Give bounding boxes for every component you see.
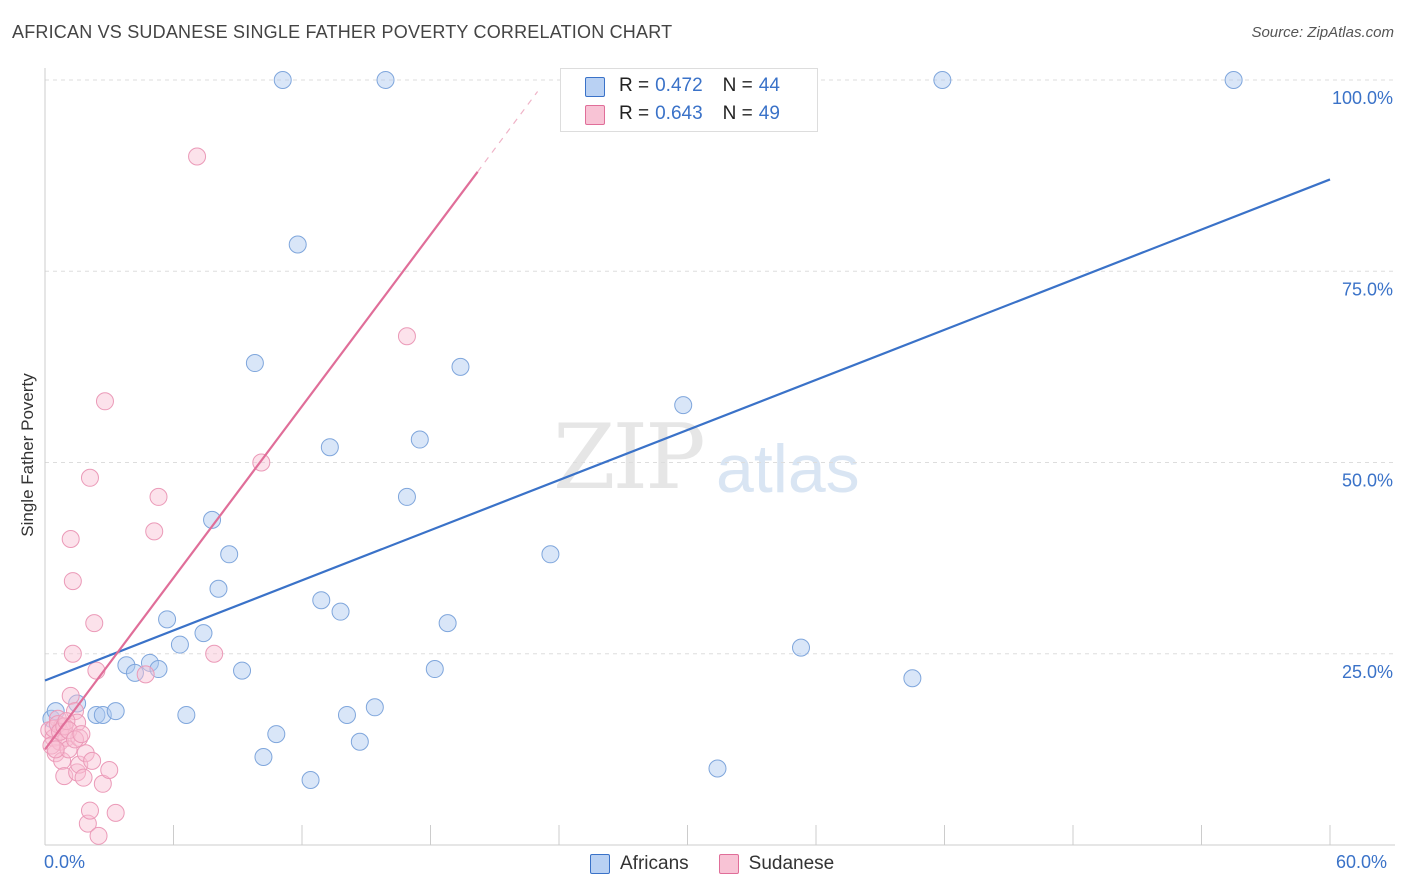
- sudanese-point: [149, 487, 168, 506]
- sudanese-point: [46, 740, 65, 759]
- sudanese-point: [145, 522, 164, 541]
- sudanese-point: [61, 530, 80, 548]
- africans-point: [320, 438, 339, 457]
- sudanese-point: [100, 761, 119, 780]
- legend-label-africans: Africans: [620, 853, 689, 874]
- africans-swatch: [585, 77, 605, 97]
- r-value-africans: 0.472: [655, 75, 703, 96]
- legend: Africans Sudanese: [590, 852, 864, 876]
- x-tick-min: 0.0%: [44, 852, 86, 872]
- sudanese-point: [80, 801, 99, 820]
- source-label: Source: ZipAtlas.com: [1251, 24, 1394, 41]
- sudanese-point: [74, 768, 93, 787]
- n-value-africans: 44: [758, 75, 780, 96]
- sudanese-point: [397, 327, 416, 346]
- africans-point: [410, 430, 429, 449]
- africans-point: [194, 624, 213, 643]
- africans-point: [674, 396, 693, 415]
- chart-title: AFRICAN VS SUDANESE SINGLE FATHER POVERT…: [12, 22, 673, 42]
- sudanese-point: [72, 725, 91, 744]
- africans-point: [177, 705, 196, 724]
- africans-point: [541, 545, 560, 564]
- africans-point: [933, 71, 952, 89]
- sudanese-point: [53, 751, 72, 770]
- sudanese-point: [89, 826, 108, 845]
- africans-point: [708, 759, 727, 778]
- sudanese-point: [76, 744, 95, 763]
- y-tick-label: 100.0%: [1332, 88, 1393, 108]
- sudanese-point: [87, 661, 106, 680]
- sudanese-point: [205, 644, 224, 663]
- stats-row-sudanese: R = 0.643 N = 49: [585, 101, 780, 127]
- y-tick-label: 75.0%: [1342, 279, 1393, 299]
- africans-point: [451, 357, 470, 376]
- africans-point: [273, 71, 292, 89]
- y-tick-label: 50.0%: [1342, 471, 1393, 491]
- n-label: N =: [722, 75, 753, 96]
- africans-point: [397, 487, 416, 506]
- legend-label-sudanese: Sudanese: [748, 853, 835, 874]
- africans-point: [209, 579, 228, 598]
- legend-item-sudanese[interactable]: Sudanese: [718, 853, 835, 875]
- africans-point: [158, 610, 177, 629]
- sudanese-point: [61, 686, 80, 705]
- africans-point: [337, 705, 356, 724]
- africans-point: [220, 545, 239, 564]
- africans-point: [425, 660, 444, 679]
- sudanese-point: [136, 665, 155, 684]
- watermark-atlas: atlas: [716, 431, 860, 507]
- legend-item-africans[interactable]: Africans: [590, 853, 689, 875]
- r-value-sudanese: 0.643: [655, 103, 703, 124]
- africans-point: [365, 698, 384, 717]
- africans-point: [301, 770, 320, 789]
- sudanese-point: [63, 644, 82, 663]
- africans-point: [106, 702, 125, 721]
- africans-point: [376, 71, 395, 89]
- africans-trend-line: [44, 178, 1331, 682]
- africans-point: [87, 705, 106, 724]
- sudanese-legend-swatch: [718, 854, 739, 874]
- africans-point: [267, 725, 286, 744]
- africans-point: [288, 235, 307, 254]
- sudanese-swatch: [585, 105, 605, 125]
- africans-point: [233, 661, 252, 680]
- africans-point: [203, 510, 222, 529]
- africans-legend-swatch: [590, 854, 610, 874]
- stats-row-africans: R = 0.472 N = 44: [585, 73, 780, 99]
- africans-point: [331, 602, 350, 621]
- r-label: R =: [619, 103, 650, 124]
- sudanese-trend-extension: [477, 91, 539, 173]
- africans-point: [245, 354, 264, 373]
- stats-box: R = 0.472 N = 44 R = 0.643 N = 49: [560, 68, 818, 132]
- africans-point: [350, 732, 369, 751]
- africans-point: [792, 638, 811, 657]
- africans-point: [312, 591, 331, 610]
- sudanese-point: [83, 751, 102, 770]
- africans-point: [903, 669, 922, 688]
- sudanese-trend-line: [44, 171, 479, 751]
- sudanese-point: [95, 392, 114, 411]
- n-value-sudanese: 49: [758, 103, 780, 124]
- africans-point: [1224, 71, 1243, 89]
- sudanese-point: [188, 147, 207, 166]
- watermark-zip: ZIP: [553, 405, 706, 510]
- sudanese-point: [63, 572, 82, 591]
- africans-point: [254, 748, 273, 767]
- africans-point: [438, 614, 457, 633]
- y-tick-label: 25.0%: [1342, 662, 1393, 682]
- x-tick-max: 60.0%: [1336, 852, 1388, 872]
- sudanese-point: [78, 814, 97, 833]
- r-label: R =: [619, 75, 650, 96]
- n-label: N =: [722, 103, 753, 124]
- sudanese-point: [106, 803, 125, 822]
- sudanese-point: [85, 614, 104, 633]
- sudanese-point: [80, 468, 99, 487]
- sudanese-point: [59, 740, 78, 759]
- africans-point: [170, 635, 189, 654]
